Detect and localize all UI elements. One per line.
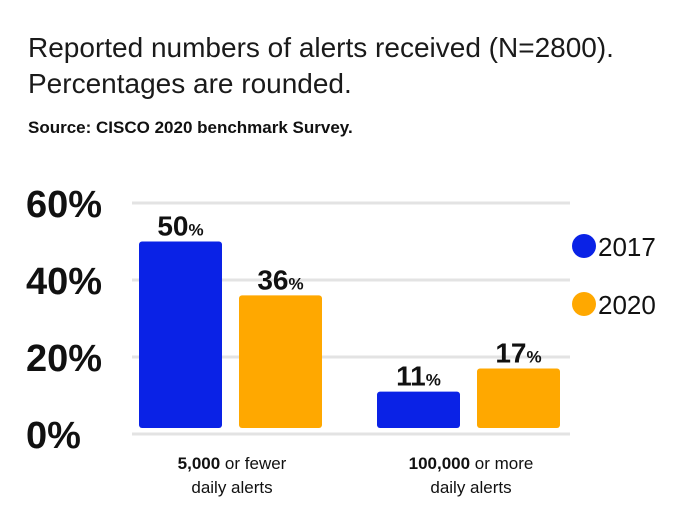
category-label-1-bold: 100,000 [408, 454, 471, 473]
y-tick-label-3: 60% [26, 184, 102, 226]
category-label-0: 5,000 or fewer daily alerts [112, 452, 352, 500]
y-tick-label-2: 40% [26, 261, 102, 303]
category-label-1-rest: or more [470, 454, 534, 473]
data-label-2020-1: 17% [495, 338, 541, 369]
y-tick-label-0: 0% [26, 415, 81, 457]
category-label-1-line2: daily alerts [430, 478, 512, 497]
bar-2017-0 [139, 241, 222, 428]
category-label-0-rest: or fewer [220, 454, 287, 473]
bar-2020-1 [477, 368, 560, 428]
chart-source: Source: CISCO 2020 benchmark Survey. [28, 118, 353, 137]
category-label-0-line2: daily alerts [191, 478, 273, 497]
data-label-2020-0: 36% [257, 264, 303, 295]
legend-marker-2020 [572, 292, 596, 316]
bar-2017-1 [377, 391, 460, 428]
chart-title: Reported numbers of alerts received (N=2… [28, 30, 678, 102]
category-label-0-bold: 5,000 [177, 454, 221, 473]
y-tick-label-1: 20% [26, 338, 102, 380]
chart-title-line-2: Percentages are rounded. [28, 68, 352, 99]
data-label-2017-1: 11% [396, 361, 441, 392]
bar-2020-0 [239, 295, 322, 428]
legend-label-2020: 2020 [598, 290, 656, 320]
chart-title-line-1: Reported numbers of alerts received (N=2… [28, 32, 614, 63]
data-label-2017-0: 50% [157, 211, 203, 242]
legend-label-2017: 2017 [598, 232, 656, 262]
category-label-1: 100,000 or more daily alerts [351, 452, 591, 500]
legend-marker-2017 [572, 234, 596, 258]
